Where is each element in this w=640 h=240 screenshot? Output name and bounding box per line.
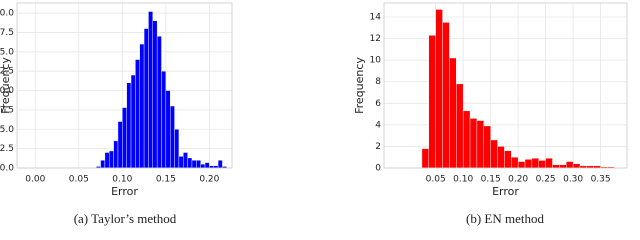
y-tick-label: 17.5 [0, 28, 14, 38]
bar [559, 164, 567, 169]
bar [139, 43, 145, 169]
bar [456, 83, 464, 169]
y-tick-label: 0.0 [0, 164, 14, 174]
plot-frame [16, 2, 233, 169]
x-tick-label: 0.35 [591, 175, 611, 185]
bar [100, 160, 106, 169]
bar [143, 28, 149, 169]
y-tick-label: 12.5 [0, 67, 14, 77]
bar [545, 158, 553, 169]
plot-frame [383, 2, 628, 169]
bar [104, 152, 110, 169]
bar [476, 120, 484, 169]
bar [191, 160, 197, 169]
y-tick-label: 14 [370, 13, 382, 23]
bar [204, 162, 210, 169]
bar [148, 11, 153, 169]
y-tick-label: 15.0 [0, 47, 14, 57]
bar [483, 125, 491, 169]
bar [161, 70, 167, 169]
y-tick-label: 7.5 [0, 105, 14, 115]
bar [187, 157, 193, 169]
x-tick-label: 0.00 [25, 175, 45, 185]
y-tick-label: 2 [375, 142, 381, 152]
bar [152, 20, 158, 169]
bar [428, 35, 436, 169]
y-tick-label: 20.0 [0, 9, 14, 19]
x-tick-label: 0.25 [536, 175, 556, 185]
y-tick-label: 12 [370, 34, 381, 44]
y-tick-label: 8 [375, 77, 381, 87]
bar [183, 152, 188, 169]
bar [504, 150, 512, 169]
y-tick-label: 4 [375, 120, 381, 130]
x-tick-label: 0.20 [199, 175, 219, 185]
x-tick-label: 0.15 [481, 175, 501, 185]
bar [109, 150, 114, 169]
bar [552, 164, 560, 169]
y-axis-label: Frequency [0, 57, 12, 114]
y-axis-label: Frequency [353, 57, 366, 114]
bar [462, 110, 471, 169]
x-tick-label: 0.10 [112, 175, 132, 185]
bar [178, 156, 184, 169]
bar [517, 161, 526, 169]
bar [196, 160, 201, 169]
caption: (b) EN method [466, 211, 544, 226]
bar [442, 22, 450, 169]
bar [169, 105, 175, 169]
bar [469, 118, 478, 169]
bar [490, 139, 498, 169]
y-tick-label: 2.5 [0, 144, 14, 154]
bar [117, 121, 123, 169]
y-tick-label: 5.0 [0, 125, 14, 135]
y-tick-label: 0 [375, 164, 381, 174]
bar [524, 159, 533, 169]
bar [165, 90, 171, 169]
y-tick-label: 10 [370, 56, 382, 66]
x-tick-label: 0.20 [508, 175, 528, 185]
caption: (a) Taylor’s method [74, 211, 177, 226]
bar [421, 148, 430, 169]
bar [126, 82, 132, 169]
bar [156, 36, 162, 169]
x-tick-label: 0.05 [69, 175, 89, 185]
y-tick-label: 10.0 [0, 86, 14, 96]
x-tick-label: 0.05 [426, 175, 446, 185]
x-axis-label: Error [492, 185, 519, 198]
y-tick-label: 6 [375, 99, 381, 109]
bar [174, 129, 180, 169]
bar [130, 74, 136, 169]
bar [200, 163, 206, 169]
bar [497, 146, 505, 169]
bar [538, 160, 546, 169]
bar [113, 140, 119, 169]
bar [449, 57, 457, 169]
bar [531, 158, 539, 169]
bar [435, 9, 443, 169]
bar [511, 157, 519, 169]
bar [217, 160, 223, 169]
x-tick-label: 0.30 [563, 175, 583, 185]
bar [122, 107, 127, 169]
bar [566, 161, 574, 169]
x-tick-label: 0.10 [453, 175, 473, 185]
bar [135, 59, 140, 169]
figure: 0.0 2.5 5.0 7.5 10.0 12.5 15.0 17.5 20.0 0.00 0.05… [0, 2, 628, 226]
x-tick-label: 0.15 [156, 175, 176, 185]
x-axis-label: Error [111, 185, 138, 198]
bar [572, 163, 581, 169]
